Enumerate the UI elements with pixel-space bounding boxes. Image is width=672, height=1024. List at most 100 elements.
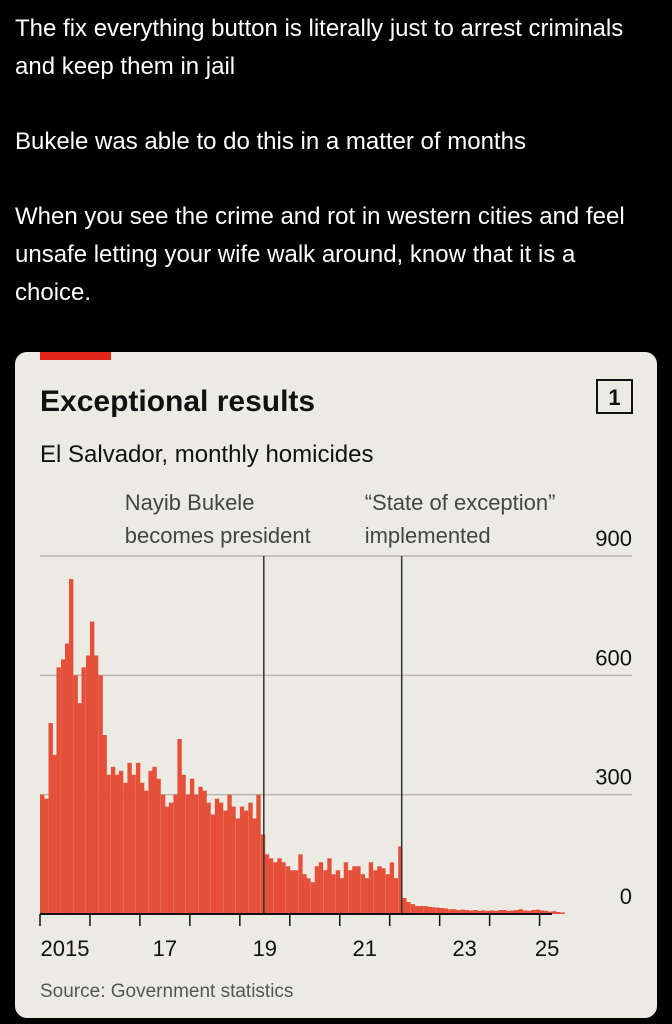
bar bbox=[318, 862, 324, 914]
chart-subtitle: El Salvador, monthly homicides bbox=[40, 441, 374, 468]
bar bbox=[306, 878, 311, 914]
bar bbox=[493, 910, 499, 914]
bar bbox=[406, 902, 411, 914]
bar bbox=[235, 818, 241, 914]
chart-title: Exceptional results bbox=[40, 385, 315, 418]
bar bbox=[398, 846, 403, 914]
bar bbox=[368, 862, 374, 914]
bar bbox=[556, 912, 561, 914]
bar bbox=[385, 874, 391, 914]
bar bbox=[98, 675, 103, 914]
bar bbox=[302, 874, 307, 914]
bar bbox=[48, 723, 53, 914]
bar bbox=[314, 866, 320, 914]
bar bbox=[60, 659, 66, 914]
bar bbox=[289, 870, 295, 914]
bar bbox=[40, 794, 45, 914]
bar bbox=[418, 906, 424, 914]
bar bbox=[189, 778, 195, 914]
bar bbox=[423, 906, 428, 914]
annotation-text: implemented bbox=[365, 523, 491, 548]
bar bbox=[560, 912, 565, 914]
bar bbox=[260, 834, 266, 914]
bar bbox=[502, 910, 507, 914]
bar bbox=[323, 870, 328, 914]
bar bbox=[510, 910, 515, 914]
bar bbox=[193, 794, 199, 914]
bar bbox=[252, 818, 257, 914]
bar bbox=[131, 774, 136, 914]
bar bbox=[468, 910, 474, 914]
bar bbox=[298, 854, 303, 914]
bar bbox=[543, 910, 548, 914]
bar bbox=[402, 898, 407, 914]
bar bbox=[364, 878, 370, 914]
bar bbox=[160, 794, 166, 914]
bar bbox=[360, 874, 366, 914]
bar bbox=[264, 854, 270, 914]
bar bbox=[535, 909, 540, 914]
bar bbox=[164, 806, 170, 914]
y-tick-label: 900 bbox=[595, 526, 632, 551]
bar bbox=[181, 774, 186, 914]
bar bbox=[348, 870, 353, 914]
post-text: The fix everything button is literally j… bbox=[15, 10, 645, 349]
bar bbox=[285, 866, 291, 914]
bar bbox=[148, 770, 153, 914]
bar bbox=[218, 802, 224, 914]
bar bbox=[173, 794, 178, 914]
bar bbox=[356, 866, 361, 914]
x-tick-label: 25 bbox=[535, 936, 559, 961]
bar bbox=[477, 910, 482, 914]
x-tick-label: 2015 bbox=[41, 936, 90, 961]
bar bbox=[239, 806, 245, 914]
post-paragraph: Bukele was able to do this in a matter o… bbox=[15, 128, 526, 155]
bar bbox=[139, 782, 145, 914]
bar bbox=[473, 910, 478, 914]
bar bbox=[393, 878, 399, 914]
bar bbox=[531, 910, 536, 914]
bar bbox=[281, 862, 286, 914]
bar bbox=[143, 790, 149, 914]
bar bbox=[52, 754, 57, 914]
post-paragraph: The fix everything button is literally j… bbox=[15, 15, 630, 80]
bar bbox=[110, 766, 116, 914]
bar bbox=[448, 909, 453, 914]
bar bbox=[56, 667, 61, 914]
bar bbox=[352, 866, 357, 914]
bar bbox=[256, 794, 261, 914]
bar bbox=[377, 866, 382, 914]
bar bbox=[73, 675, 78, 914]
x-tick-label: 17 bbox=[153, 936, 177, 961]
bar bbox=[210, 814, 216, 914]
bar bbox=[231, 806, 236, 914]
bar bbox=[381, 868, 386, 914]
bar bbox=[327, 858, 332, 914]
bar bbox=[339, 878, 345, 914]
bar bbox=[277, 858, 282, 914]
badge: 1 bbox=[608, 385, 620, 410]
y-tick-label: 600 bbox=[595, 645, 632, 670]
badge-box bbox=[596, 379, 633, 414]
x-tick-label: 19 bbox=[253, 936, 277, 961]
bar bbox=[439, 908, 445, 914]
bar bbox=[268, 858, 274, 914]
bar bbox=[464, 910, 470, 914]
x-tick-label: 21 bbox=[352, 936, 376, 961]
bar bbox=[156, 778, 161, 914]
bar bbox=[293, 870, 299, 914]
bar bbox=[460, 909, 466, 914]
bar bbox=[443, 908, 449, 914]
bar bbox=[427, 906, 432, 914]
bar bbox=[85, 655, 91, 914]
bar bbox=[135, 762, 141, 914]
bar bbox=[223, 810, 228, 914]
bar bbox=[64, 643, 70, 914]
bar bbox=[343, 862, 349, 914]
y-tick-label: 300 bbox=[595, 765, 632, 790]
bar bbox=[177, 738, 182, 914]
bar bbox=[527, 910, 532, 914]
bar bbox=[523, 910, 528, 914]
bar bbox=[331, 874, 336, 914]
